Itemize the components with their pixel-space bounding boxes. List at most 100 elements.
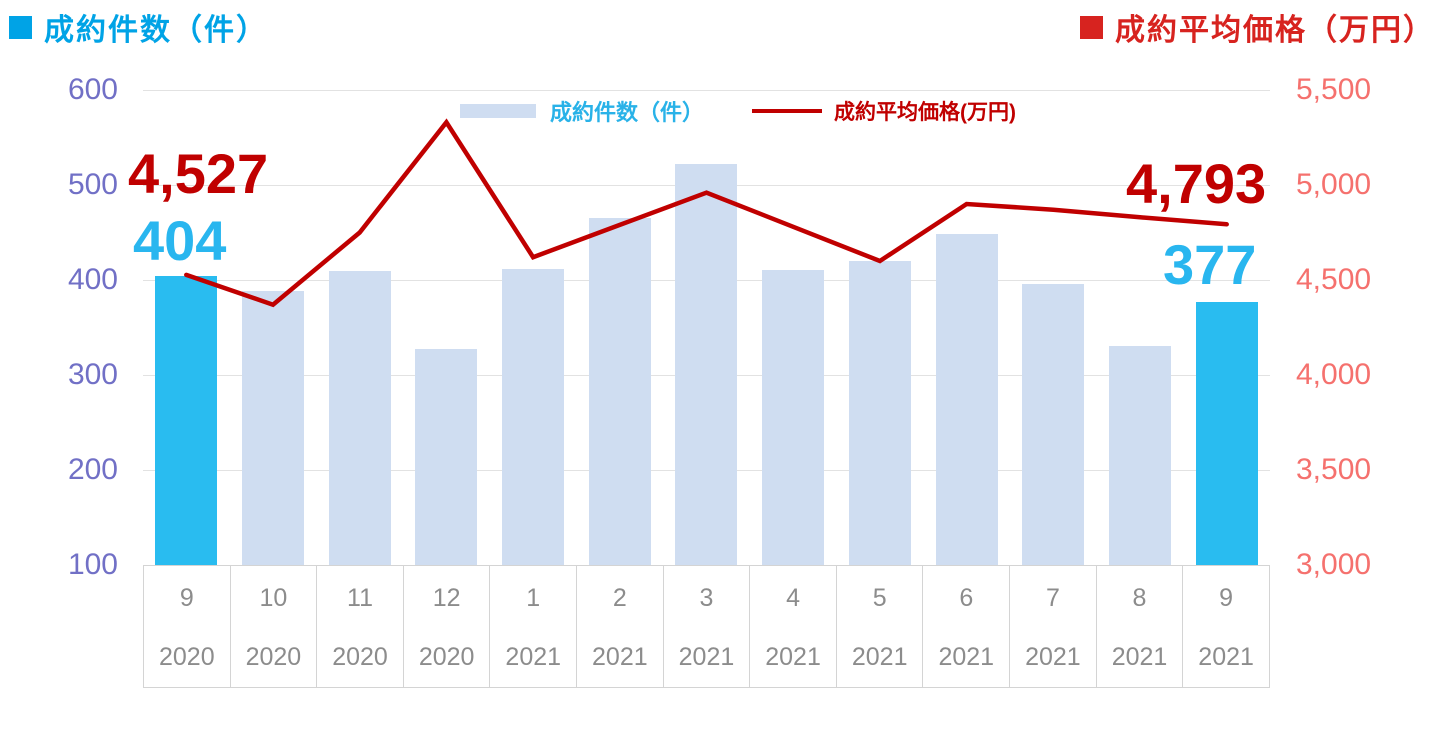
left-axis-tick: 400 xyxy=(67,263,118,296)
right-axis-tick: 5,000 xyxy=(1296,168,1372,201)
bar-slot xyxy=(837,60,924,565)
bars-layer xyxy=(143,60,1270,565)
month-label: 8 xyxy=(1132,583,1147,612)
bar-slot xyxy=(1097,60,1184,565)
month-label: 7 xyxy=(1045,583,1060,612)
price-line-layer xyxy=(184,118,1229,308)
legend-bar-swatch-icon xyxy=(460,104,536,118)
bar-slot xyxy=(490,60,577,565)
year-label: 2020 xyxy=(245,643,302,671)
legend-bar-label: 成約件数（件） xyxy=(550,100,705,125)
bar-9-2020 xyxy=(155,276,218,565)
year-label: 2021 xyxy=(1198,643,1254,671)
bar-3-2021 xyxy=(675,164,738,565)
year-label: 2021 xyxy=(678,643,735,671)
x-axis-cell: 7 2021 xyxy=(1010,566,1097,687)
year-label: 2020 xyxy=(332,643,388,671)
bar-slot xyxy=(663,60,750,565)
bar-8-2021 xyxy=(1108,345,1171,565)
legend: 成約件数（件） 成約平均価格(万円) xyxy=(460,95,1016,127)
month-label: 3 xyxy=(699,583,714,612)
right-axis-tick: 3,500 xyxy=(1296,453,1372,486)
price-line xyxy=(184,118,1229,308)
x-axis-cell: 4 2021 xyxy=(750,566,837,687)
x-axis-cell: 1 2021 xyxy=(490,566,578,687)
x-axis-cell: 8 2021 xyxy=(1097,566,1184,687)
bar-slot xyxy=(403,60,490,565)
bar-slot xyxy=(750,60,837,565)
year-label: 2021 xyxy=(505,643,562,671)
year-label: 2020 xyxy=(158,643,215,671)
right-axis-title-text: 成約平均価格（万円） xyxy=(1115,14,1435,47)
bar-9-2021 xyxy=(1195,301,1258,565)
bar-slot xyxy=(316,60,403,565)
month-label: 11 xyxy=(347,583,373,612)
left-axis-ticks: 600 500 400 300 200 100 xyxy=(22,60,118,581)
x-axis-cell: 11 2020 xyxy=(317,566,404,687)
month-label: 9 xyxy=(1219,583,1234,612)
right-axis-tick: 4,000 xyxy=(1296,358,1372,391)
bar-2-2021 xyxy=(588,218,651,565)
x-axis-cell: 9 2020 xyxy=(144,566,231,687)
bar-7-2021 xyxy=(1022,283,1085,565)
callout-first-count: 404 xyxy=(133,209,227,272)
right-axis-title: 成約平均価格（万円） xyxy=(1080,5,1435,49)
year-label: 2021 xyxy=(1025,643,1081,671)
plot-area xyxy=(143,60,1270,565)
right-axis-tick: 5,500 xyxy=(1296,73,1372,106)
month-label: 5 xyxy=(872,583,887,612)
red-square-marker-icon xyxy=(1080,15,1103,39)
month-label: 10 xyxy=(259,583,288,612)
x-axis-cell: 9 2021 xyxy=(1183,566,1269,687)
bar-slot xyxy=(1010,60,1097,565)
callout-last-price: 4,793 xyxy=(1126,152,1267,215)
month-label: 1 xyxy=(526,583,541,612)
bar-slot xyxy=(923,60,1010,565)
legend-line-label: 成約平均価格(万円) xyxy=(834,101,1017,124)
cyan-square-marker-icon xyxy=(9,15,32,39)
year-label: 2021 xyxy=(851,643,908,671)
year-label: 2021 xyxy=(938,643,995,671)
bar-slot xyxy=(576,60,663,565)
bar-6-2021 xyxy=(935,234,998,565)
bar-4-2021 xyxy=(762,269,825,565)
bar-5-2021 xyxy=(848,261,911,565)
right-axis-ticks: 5,500 5,000 4,500 4,000 3,500 3,000 xyxy=(1296,60,1436,581)
gridline xyxy=(143,90,1270,91)
bar-1-2021 xyxy=(502,268,565,565)
x-axis-cell: 10 2020 xyxy=(231,566,318,687)
x-axis: 9 2020 10 2020 11 2020 12 2020 1 2021 2 2021 3 2021 4 2… xyxy=(143,565,1270,688)
x-axis-cell: 5 2021 xyxy=(837,566,924,687)
year-label: 2021 xyxy=(592,643,648,671)
right-axis-tick: 4,500 xyxy=(1296,263,1372,296)
left-axis-title-text: 成約件数（件） xyxy=(44,14,268,47)
month-label: 2 xyxy=(612,583,627,612)
legend-line-swatch-icon xyxy=(752,109,823,113)
bar-slot xyxy=(143,60,230,565)
x-axis-cell: 6 2021 xyxy=(923,566,1011,687)
left-axis-tick: 100 xyxy=(67,548,118,581)
left-axis-tick: 300 xyxy=(67,358,118,391)
x-axis-cell: 2 2021 xyxy=(577,566,664,687)
bar-slot xyxy=(1183,60,1270,565)
left-axis-tick: 600 xyxy=(67,73,118,106)
month-label: 12 xyxy=(432,583,461,612)
left-axis-tick: 500 xyxy=(67,168,118,201)
right-axis-tick: 3,000 xyxy=(1296,548,1372,581)
bar-11-2020 xyxy=(328,271,391,565)
bar-slot xyxy=(230,60,317,565)
x-axis-cell: 12 2020 xyxy=(404,566,491,687)
callout-last-count: 377 xyxy=(1163,233,1257,296)
callout-first-price: 4,527 xyxy=(128,142,269,205)
month-label: 9 xyxy=(179,583,194,612)
year-label: 2021 xyxy=(1111,643,1168,671)
left-axis-title: 成約件数（件） xyxy=(9,5,268,49)
year-label: 2021 xyxy=(765,643,821,671)
x-axis-cell: 3 2021 xyxy=(664,566,751,687)
year-label: 2020 xyxy=(418,643,475,671)
month-label: 4 xyxy=(786,583,801,612)
left-axis-tick: 200 xyxy=(67,453,118,486)
bar-10-2020 xyxy=(242,291,305,565)
month-label: 6 xyxy=(959,583,974,612)
bar-12-2020 xyxy=(415,349,478,565)
